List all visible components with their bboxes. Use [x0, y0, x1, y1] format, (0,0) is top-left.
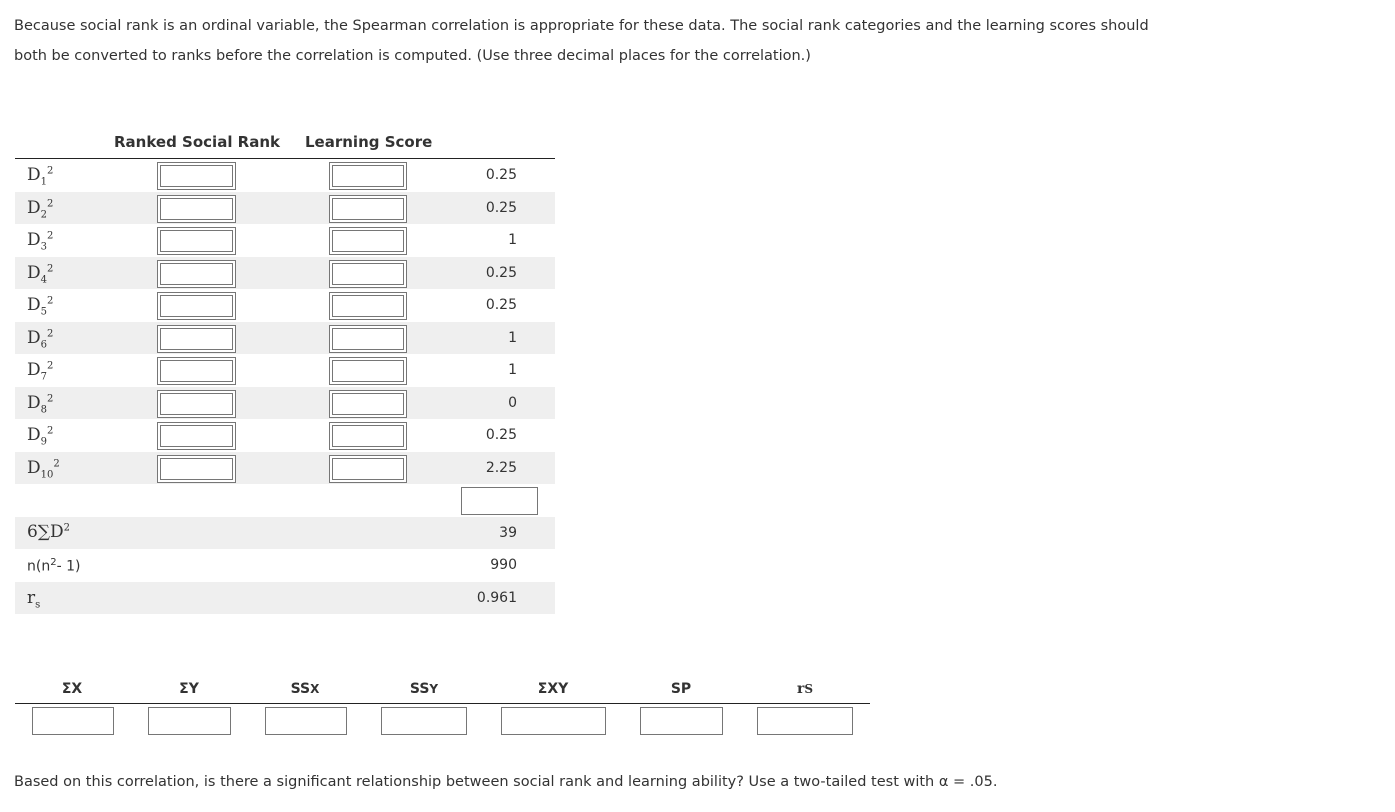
ranked-social-rank-input[interactable] — [157, 195, 236, 223]
question-text: Based on this correlation, is there a si… — [14, 774, 998, 790]
d-squared-label: D82 — [27, 393, 54, 416]
rs-label: rs — [27, 588, 41, 611]
d-squared-value: 0.25 — [485, 297, 517, 313]
d-squared-row: D22 0.25 — [15, 192, 555, 224]
d-squared-label: D52 — [27, 295, 54, 318]
d-squared-label: D12 — [27, 165, 54, 188]
ranked-social-rank-input[interactable] — [157, 422, 236, 450]
rs-input[interactable] — [757, 707, 853, 735]
learning-score-input[interactable] — [329, 455, 407, 483]
d-squared-label: D62 — [27, 328, 54, 351]
d-squared-value: 0.25 — [485, 265, 517, 281]
learning-score-input[interactable] — [329, 227, 407, 255]
learning-score-input[interactable] — [329, 195, 407, 223]
six-sum-d-squared-value: 39 — [499, 525, 517, 541]
table2-header-rule — [15, 703, 870, 704]
d-squared-row: D62 1 — [15, 322, 555, 354]
sum-x-input[interactable] — [32, 707, 114, 735]
n-term-row: n(n2- 1) 990 — [15, 549, 555, 582]
header-sum-xy: ΣXY — [537, 681, 569, 697]
rs-sub: S — [804, 682, 814, 696]
ranked-social-rank-input[interactable] — [157, 455, 236, 483]
d-squared-row: D82 0 — [15, 387, 555, 419]
d-squared-label: D42 — [27, 263, 54, 286]
sum-xy-input[interactable] — [501, 707, 606, 735]
ranked-social-rank-input[interactable] — [157, 162, 236, 190]
d-squared-row: D12 0.25 — [15, 159, 555, 191]
learning-score-input[interactable] — [329, 390, 407, 418]
ss-x-main: SS — [290, 681, 311, 697]
learning-score-input[interactable] — [329, 422, 407, 450]
table-header-rule — [15, 158, 555, 159]
ss-x-input[interactable] — [265, 707, 347, 735]
d-squared-label: D32 — [27, 230, 54, 253]
d-squared-row: D52 0.25 — [15, 289, 555, 321]
d-squared-value: 0.25 — [485, 200, 517, 216]
header-ss-y: SSY — [399, 681, 449, 697]
d-squared-row: D42 0.25 — [15, 257, 555, 289]
rs-row: rs 0.961 — [15, 582, 555, 614]
ss-y-main: SS — [409, 681, 430, 697]
ranked-social-rank-input[interactable] — [157, 227, 236, 255]
header-ranked-social-rank: Ranked Social Rank — [114, 133, 281, 151]
d-squared-value: 0.25 — [485, 167, 517, 183]
ss-x-sub: X — [310, 682, 320, 696]
d-squared-value: 0 — [508, 395, 517, 411]
d-squared-value: 1 — [508, 362, 517, 378]
learning-score-input[interactable] — [329, 260, 407, 288]
d-squared-value: 1 — [508, 330, 517, 346]
d-squared-value: 0.25 — [485, 427, 517, 443]
sum-d-squared-input[interactable] — [461, 487, 538, 515]
ss-y-sub: Y — [429, 682, 439, 696]
ranked-social-rank-input[interactable] — [157, 292, 236, 320]
d-squared-row: D32 1 — [15, 224, 555, 256]
ss-y-input[interactable] — [381, 707, 467, 735]
n-term-value: 990 — [490, 557, 517, 573]
learning-score-input[interactable] — [329, 325, 407, 353]
d-squared-row: D102 2.25 — [15, 452, 555, 484]
ranked-social-rank-input[interactable] — [157, 390, 236, 418]
rs-main: r — [796, 681, 805, 697]
header-learning-score: Learning Score — [305, 133, 433, 151]
d-squared-row: D92 0.25 — [15, 419, 555, 451]
ranked-social-rank-input[interactable] — [157, 260, 236, 288]
header-sum-x: ΣX — [61, 681, 83, 697]
six-sum-d-squared-label: 6∑D2 — [27, 522, 70, 542]
ranked-social-rank-input[interactable] — [157, 325, 236, 353]
rs-value: 0.961 — [476, 590, 517, 606]
d-squared-value: 2.25 — [485, 460, 517, 476]
d-squared-label: D22 — [27, 198, 54, 221]
n-term-label: n(n2- 1) — [27, 557, 81, 575]
d-squared-label: D92 — [27, 425, 54, 448]
learning-score-input[interactable] — [329, 162, 407, 190]
sum-y-input[interactable] — [148, 707, 231, 735]
header-rs: rS — [785, 681, 825, 697]
header-sp: SP — [670, 681, 692, 697]
d-squared-value: 1 — [508, 232, 517, 248]
d-squared-label: D72 — [27, 360, 54, 383]
d-squared-label: D102 — [27, 458, 60, 481]
six-sum-d-squared-row: 6∑D2 39 — [15, 517, 555, 549]
header-sum-y: ΣY — [179, 681, 199, 697]
instructions-text: Because social rank is an ordinal variab… — [14, 18, 1149, 64]
ranked-social-rank-input[interactable] — [157, 357, 236, 385]
sp-input[interactable] — [640, 707, 723, 735]
d-squared-row: D72 1 — [15, 354, 555, 386]
learning-score-input[interactable] — [329, 357, 407, 385]
learning-score-input[interactable] — [329, 292, 407, 320]
header-ss-x: SSX — [280, 681, 330, 697]
